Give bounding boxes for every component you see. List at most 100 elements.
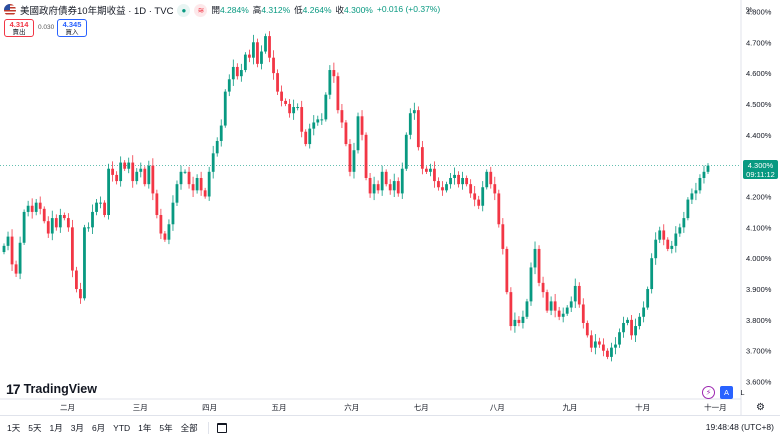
candle-body bbox=[465, 177, 469, 185]
candle-body bbox=[501, 224, 505, 249]
candle-body bbox=[348, 144, 352, 172]
range-5y[interactable]: 5年 bbox=[159, 422, 173, 433]
candle-body bbox=[606, 350, 609, 357]
range-6m[interactable]: 6月 bbox=[91, 422, 106, 433]
candle-body bbox=[622, 322, 625, 333]
time-axis-label: 五月 bbox=[272, 403, 287, 412]
low-label: 低 bbox=[294, 5, 303, 15]
settings-icon[interactable]: ⚙ bbox=[756, 402, 765, 413]
candle-body bbox=[602, 344, 605, 351]
candle-body bbox=[706, 165, 710, 172]
price-axis[interactable]: 4.800% 4.700% 4.600% 4.500% 4.400% 4.200% 4.10… bbox=[746, 7, 772, 386]
countdown-timer: 09:11:12 bbox=[746, 170, 775, 179]
candle-body bbox=[416, 110, 420, 148]
candle-body bbox=[477, 199, 481, 206]
candle-body bbox=[183, 171, 187, 173]
candle-body bbox=[135, 171, 139, 182]
candle-body bbox=[207, 171, 211, 197]
candle-body bbox=[573, 285, 577, 302]
candle-body bbox=[203, 190, 207, 197]
range-3m[interactable]: 3月 bbox=[70, 422, 84, 433]
calendar-icon[interactable] bbox=[216, 422, 227, 433]
ohlc-values: 開4.284% 高4.312% 低4.264% 收4.300% +0.016 (… bbox=[211, 4, 440, 16]
candlestick-chart[interactable]: % 4.800%4.700%4.600%4.500%4.400%4.200%4.… bbox=[0, 0, 780, 415]
candle-body bbox=[107, 168, 110, 216]
logo-text: TradingView bbox=[23, 382, 97, 396]
candle-body bbox=[457, 174, 460, 185]
candle-body bbox=[529, 267, 533, 302]
candle-body bbox=[219, 125, 223, 141]
buy-button[interactable]: 4.345 買入 bbox=[57, 19, 87, 37]
candle-body bbox=[549, 301, 553, 311]
candle-body bbox=[163, 233, 167, 240]
high-value: 4.312% bbox=[261, 5, 291, 15]
candle-body bbox=[215, 140, 219, 154]
candle-body bbox=[368, 177, 372, 194]
candle-body bbox=[565, 307, 569, 314]
buy-price: 4.345 bbox=[62, 20, 82, 29]
auto-scale-button[interactable]: A bbox=[720, 386, 733, 399]
change-value: +0.016 (+0.37%) bbox=[376, 4, 441, 14]
price-unit-label: % bbox=[746, 5, 753, 14]
time-axis[interactable]: 二月 三月 四月 五月 六月 七月 八月 九月 十月 十一月 bbox=[60, 402, 727, 412]
range-1d[interactable]: 1天 bbox=[7, 422, 21, 433]
candle-body bbox=[481, 187, 485, 206]
candle-body bbox=[646, 289, 650, 308]
wave-icon[interactable]: ≋ bbox=[194, 3, 208, 17]
candle-body bbox=[187, 171, 191, 185]
chart-legend: 美國政府債券10年期收益 · 1D · TVC ● ≋ 開4.284% 高4.3… bbox=[4, 3, 440, 17]
candle-body bbox=[400, 168, 404, 194]
candle-body bbox=[690, 193, 694, 200]
candle-body bbox=[276, 73, 279, 92]
candle-body bbox=[489, 171, 493, 185]
candle-body bbox=[159, 215, 163, 234]
tradingview-logo[interactable]: 17 TradingView bbox=[6, 381, 97, 397]
range-5d[interactable]: 5天 bbox=[28, 422, 42, 433]
candle-body bbox=[469, 184, 473, 194]
price-axis-label: 4.000% bbox=[746, 254, 772, 263]
candle-body bbox=[698, 177, 702, 191]
close-value: 4.300% bbox=[344, 5, 373, 15]
lightning-icon[interactable]: ⚡ bbox=[702, 386, 715, 399]
candle-body bbox=[115, 174, 119, 182]
candle-body bbox=[638, 316, 642, 327]
candle-body bbox=[561, 313, 565, 317]
candles-group bbox=[2, 31, 710, 362]
candle-body bbox=[408, 113, 412, 135]
candle-body bbox=[420, 147, 424, 169]
symbol-title[interactable]: 美國政府債券10年期收益 · 1D · TVC bbox=[20, 6, 174, 17]
candle-body bbox=[46, 221, 50, 234]
candle-body bbox=[694, 190, 698, 194]
candle-body bbox=[525, 301, 529, 317]
bottom-toolbar: 1天 5天 1月 3月 6月 YTD 1年 5年 全部 19:48:48 (UT… bbox=[0, 415, 780, 439]
candle-body bbox=[252, 42, 255, 58]
candle-body bbox=[272, 57, 275, 74]
candle-body bbox=[18, 242, 22, 274]
candle-body bbox=[260, 51, 263, 64]
candle-body bbox=[433, 168, 436, 182]
spread-value: 0.030 bbox=[38, 24, 55, 31]
candle-body bbox=[380, 171, 384, 191]
candle-body bbox=[340, 110, 344, 123]
log-scale-button[interactable]: L bbox=[740, 388, 745, 397]
time-axis-label: 七月 bbox=[414, 403, 429, 412]
candle-body bbox=[199, 177, 203, 191]
candle-body bbox=[630, 319, 633, 336]
open-label: 開 bbox=[211, 5, 220, 15]
price-axis-label: 3.700% bbox=[746, 347, 772, 356]
candle-body bbox=[392, 181, 396, 191]
range-1y[interactable]: 1年 bbox=[138, 422, 152, 433]
candle-body bbox=[280, 91, 283, 101]
range-1m[interactable]: 1月 bbox=[49, 422, 63, 433]
candle-body bbox=[445, 184, 448, 191]
price-axis-label: 4.100% bbox=[746, 223, 772, 232]
sell-button[interactable]: 4.314 賣出 bbox=[4, 19, 34, 37]
range-ytd[interactable]: YTD bbox=[113, 422, 131, 433]
candle-body bbox=[513, 319, 517, 327]
candle-body bbox=[155, 193, 159, 216]
range-all[interactable]: 全部 bbox=[180, 422, 198, 433]
candle-body bbox=[425, 168, 428, 172]
clock-display[interactable]: 19:48:48 (UTC+8) bbox=[705, 422, 774, 432]
price-axis-label: 4.800% bbox=[746, 7, 772, 16]
market-status-icon[interactable]: ● bbox=[177, 3, 191, 17]
